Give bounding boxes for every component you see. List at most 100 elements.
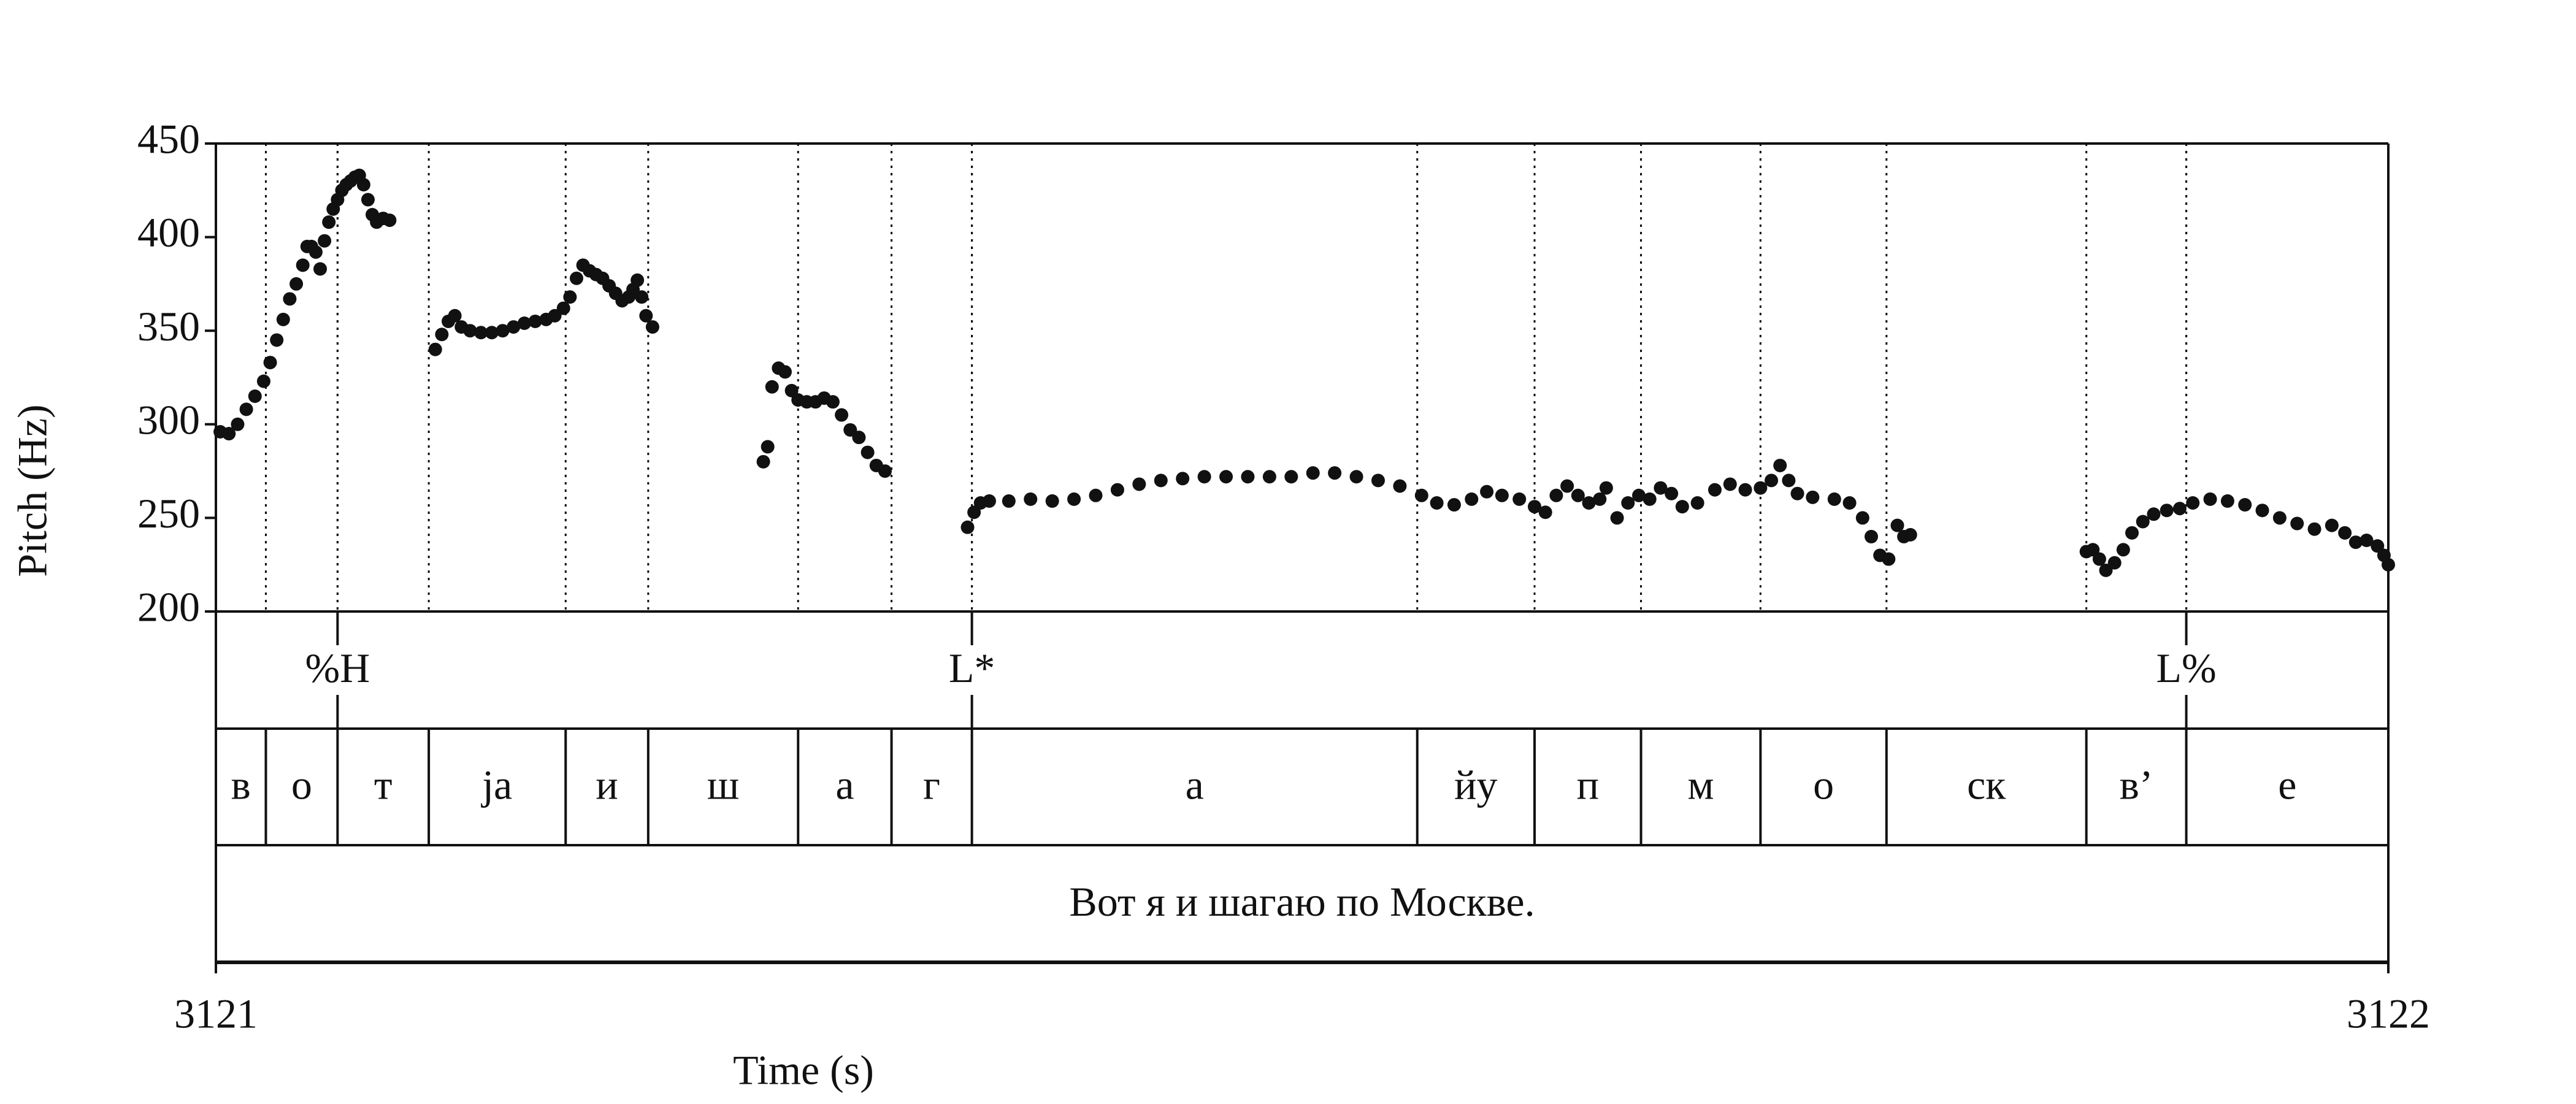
pitch-point [1393,479,1407,493]
pitch-point [1067,492,1081,506]
phone-label: е [2278,762,2296,808]
pitch-point [1610,511,1624,525]
x-tick-label: 3121 [174,991,258,1037]
pitch-point [1465,492,1479,506]
pitch-point [361,193,375,207]
pitch-point [1571,488,1585,502]
pitch-point [826,395,840,409]
pitch-point [496,324,510,338]
pitch-point [2092,552,2106,566]
pitch-point [2116,543,2130,557]
pitch-point [485,326,499,340]
pitch-point [1549,488,1563,502]
pitch-point [296,258,310,272]
x-axis-label: Time (s) [733,1047,874,1094]
pitch-point [1219,470,1233,484]
pitch-point [318,234,332,248]
pitch-point [1708,483,1722,497]
phone-label: и [596,762,618,808]
pitch-point [1754,481,1768,495]
pitch-point [1890,518,1904,532]
pitch-point [835,408,849,422]
pitch-point [322,215,336,229]
pitch-point [2338,526,2352,540]
tone-label: %H [305,645,370,691]
pitch-point [778,365,792,379]
pitch-point [1045,494,1059,508]
pitch-point [2238,498,2252,512]
phone-label: йу [1454,762,1497,808]
pitch-point [1560,479,1574,493]
y-tick-label: 300 [137,396,200,443]
pitch-point [474,326,488,340]
pitch-point [1197,470,1211,484]
pitch-point [556,301,570,315]
phone-label: а [1186,762,1204,808]
phone-label: ш [707,762,739,808]
pitch-point [231,417,245,431]
pitch-point [1154,473,1168,488]
pitch-point [263,356,277,370]
pitch-point [1538,505,1552,519]
pitch-point [878,464,892,478]
pitch-point [270,333,284,347]
tone-label: L% [2156,645,2217,691]
phone-label: о [1813,762,1834,808]
pitch-point [2371,539,2385,553]
pitch-point [982,494,996,508]
pitch-point [222,427,236,441]
pitch-point [2186,496,2200,510]
tone-label: L* [949,645,995,691]
phone-label: м [1687,762,1714,808]
pitch-point [563,290,577,304]
pitch-point [1002,494,1016,508]
pitch-point [2203,492,2217,506]
pitch-point [2290,516,2304,531]
pitch-point [2359,534,2374,548]
pitch-point [861,445,875,459]
phone-label: ск [1967,762,2006,808]
pitch-point [756,454,770,469]
pitch-point [1132,477,1146,491]
pitch-point [2255,504,2269,518]
pitch-point [1903,527,1917,542]
phone-label: п [1577,762,1599,808]
pitch-point [2136,515,2150,529]
pitch-point [1690,496,1704,510]
pitch-point [569,271,583,285]
pitch-point [1495,488,1509,502]
pitch-point [635,290,649,304]
pitch-point [1855,511,1869,525]
pitch-point [2147,507,2161,521]
pitch-point [2272,511,2287,525]
pitch-point [463,324,477,338]
pitch-point [435,328,449,342]
pitch-point [517,316,531,330]
pitch-point [1675,500,1689,514]
pitch-point [1723,477,1737,491]
pitch-point [631,273,645,287]
pitch-point [645,320,659,334]
phone-label: в [231,762,251,808]
pitch-point [1765,473,1779,488]
pitch-point [1806,490,1820,504]
phone-label: в’ [2120,762,2153,808]
pitch-point [1176,472,1190,486]
pitch-point [428,342,442,356]
pitch-point [2107,556,2122,570]
pitch-point [2086,543,2100,557]
y-tick-label: 400 [137,209,200,256]
pitch-point [1599,481,1613,495]
pitch-point [313,262,328,276]
pitch-point [1582,496,1596,510]
pitch-point [356,178,370,192]
phone-label: а [835,762,854,808]
pitch-point [1512,492,1527,506]
pitch-point [1414,488,1428,502]
phone-label: г [923,762,940,808]
pitch-point [448,309,462,323]
pitch-point [1480,485,1494,499]
pitch-point [256,374,270,388]
y-axis-label: Pitch (Hz) [9,404,56,577]
